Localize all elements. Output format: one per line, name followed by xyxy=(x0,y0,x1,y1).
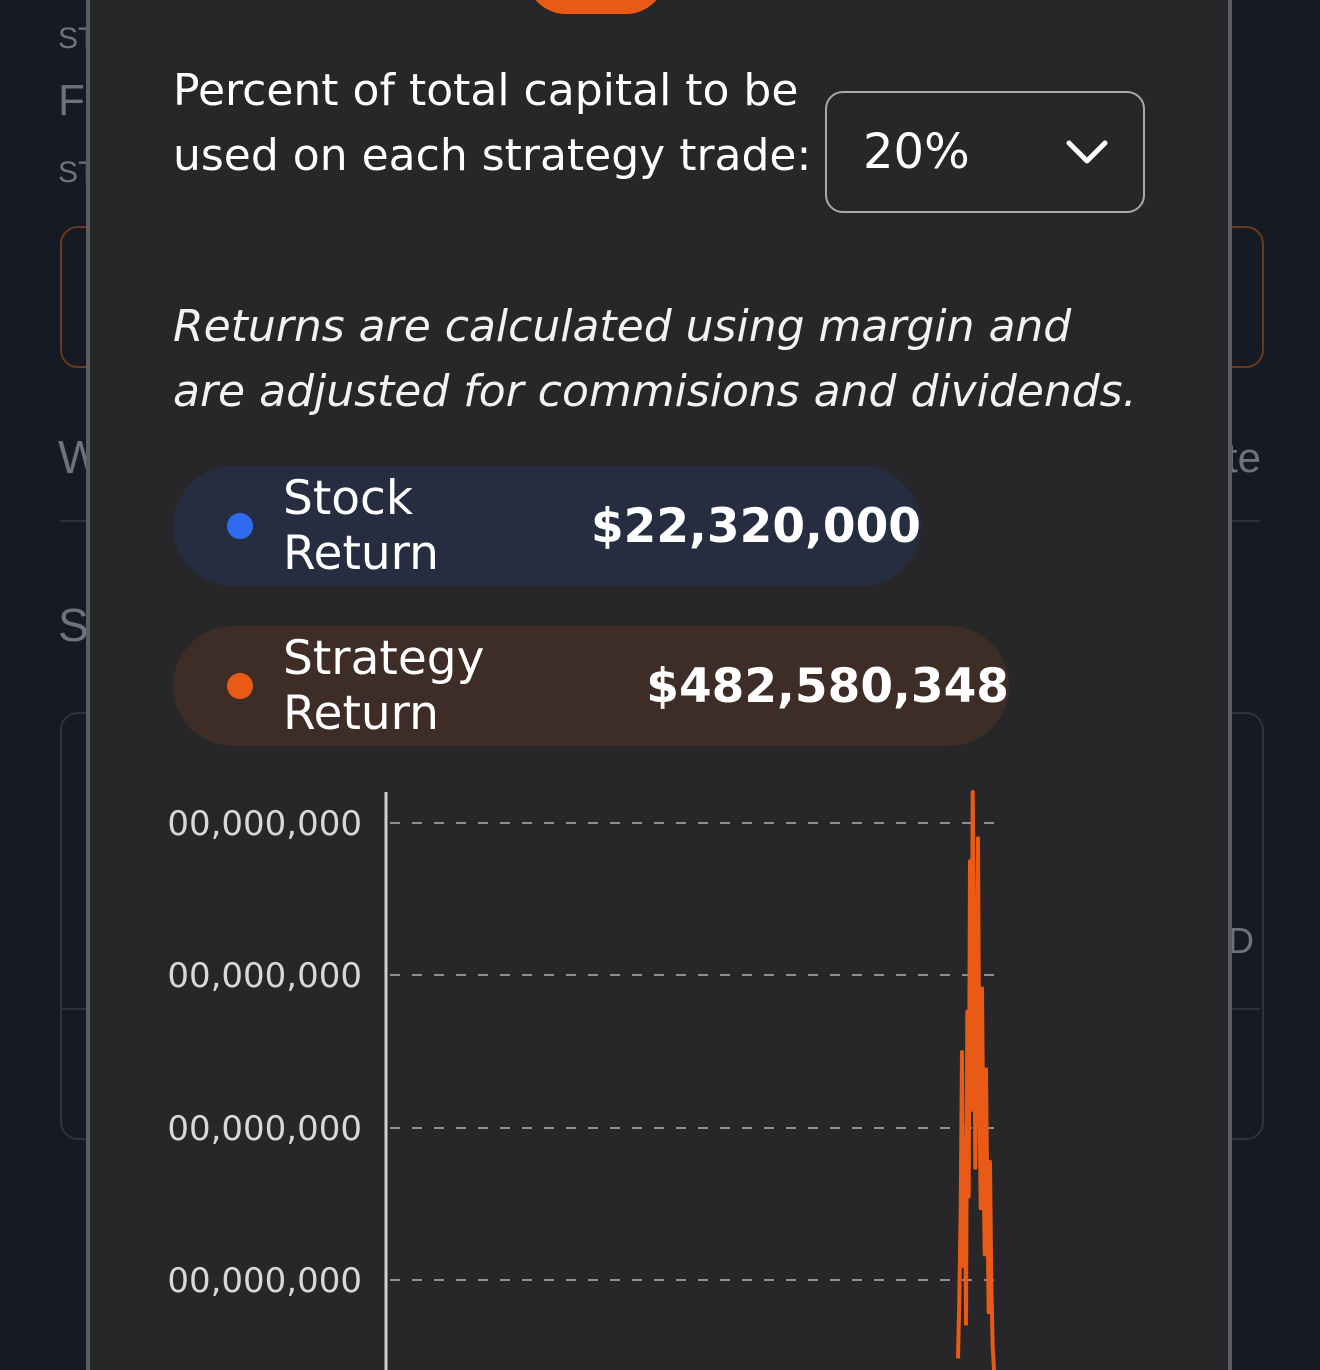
stock-dot-icon xyxy=(227,513,253,539)
capital-percent-value: 20% xyxy=(863,124,970,180)
strategy-return-label: Strategy Return xyxy=(283,631,485,741)
stock-return-label: Stock Return xyxy=(283,471,439,581)
chevron-down-icon xyxy=(1066,140,1108,164)
capital-percent-select[interactable]: 20% xyxy=(825,91,1145,213)
strategy-return-legend[interactable]: Strategy Return $482,580,348 xyxy=(173,626,1009,746)
stock-return-legend[interactable]: Stock Return $22,320,000 xyxy=(173,466,921,586)
strategy-return-value: $482,580,348 xyxy=(646,658,1009,714)
bg-fragment-d: D xyxy=(1228,920,1254,961)
capital-percent-label: Percent of total capital to be used on e… xyxy=(173,65,812,181)
y-tick-label: 00,000,000 xyxy=(167,804,362,844)
strategy-return-line xyxy=(956,790,996,1370)
top-toggle-switch[interactable] xyxy=(526,0,666,14)
bg-fragment-f: F xyxy=(58,76,85,125)
y-tick-label: 00,000,000 xyxy=(167,956,362,996)
returns-note: Returns are calculated using margin and … xyxy=(173,301,1137,417)
bg-fragment-s: S xyxy=(58,599,89,651)
strategy-dot-icon xyxy=(227,673,253,699)
y-tick-label: 00,000,000 xyxy=(167,1109,362,1149)
returns-chart: 00,000,000 00,000,000 00,000,000 00,000,000 xyxy=(167,790,1000,1370)
stock-return-value: $22,320,000 xyxy=(590,498,921,554)
backtest-settings-modal: Percent of total capital to be used on e… xyxy=(86,0,1232,1370)
y-tick-label: 00,000,000 xyxy=(167,1261,362,1301)
